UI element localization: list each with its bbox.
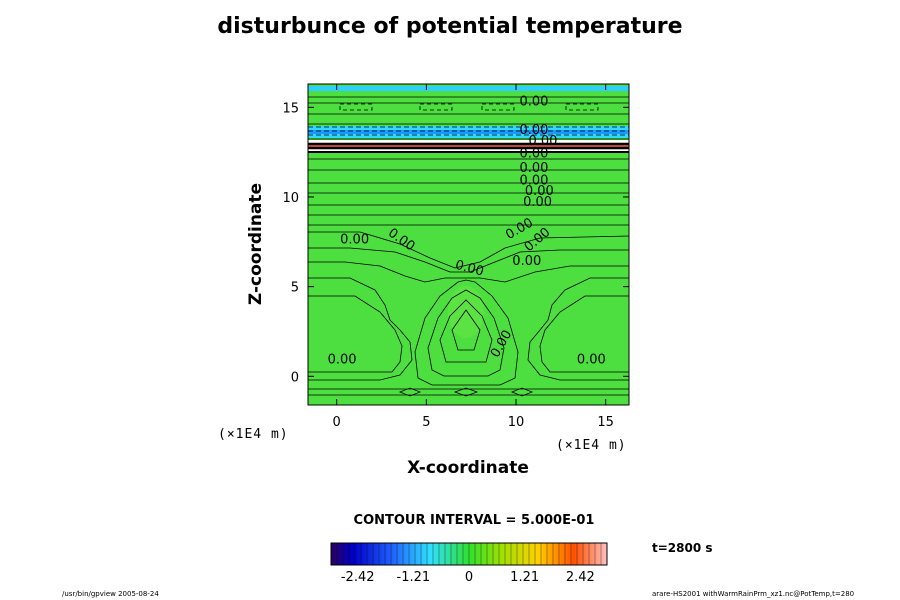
x-axis: 0 5 10 15: [333, 84, 614, 430]
contour-label: 0.00: [519, 94, 548, 109]
colorbar-stripes: [336, 543, 602, 565]
contour-label: 0.00: [519, 173, 548, 188]
contour-lines: [308, 96, 629, 397]
time-label: t=2800 s: [652, 541, 713, 555]
colorbar-tick-label: 0: [465, 570, 473, 585]
contour-label: 0.00: [525, 184, 554, 199]
contour-label: 0.00: [340, 233, 369, 248]
cold-band-core: [308, 130, 629, 134]
x-tick-label: 5: [422, 415, 430, 430]
y-tick-label: 0: [291, 370, 299, 385]
plot-frame: [307, 83, 630, 406]
contour-label: 0.00: [328, 353, 357, 368]
x-tick-label: 10: [508, 415, 525, 430]
upper-cold-band: [308, 86, 629, 91]
contour-label: 0.00: [519, 146, 548, 161]
x-unit-left: (×1E4 m): [218, 427, 289, 442]
x-tick-label: 0: [333, 415, 341, 430]
x-tick-label: 15: [597, 415, 614, 430]
x-axis-label: X-coordinate: [407, 458, 529, 478]
warm-bubble: [448, 286, 484, 338]
contour-label: 0.00: [453, 258, 485, 280]
colorbar-tick-label: -2.42: [341, 570, 375, 585]
y-axis: 0 5 10 15: [282, 101, 629, 385]
contour-label: 0.00: [523, 195, 552, 210]
contour-label: 0.00: [519, 123, 548, 138]
contour-interval-text: CONTOUR INTERVAL = 5.000E-01: [353, 513, 595, 528]
y-tick-label: 10: [282, 191, 299, 206]
colorbar-ticks: -2.42 -1.21 0 1.21 2.42: [341, 570, 595, 585]
contour-label: 0.00: [577, 353, 606, 368]
colorbar-tick-label: 2.42: [566, 570, 595, 585]
contour-label: 0.00: [512, 254, 541, 269]
y-tick-label: 5: [291, 281, 299, 296]
contour-label: 0.00: [519, 161, 548, 176]
colorbar-tick-label: -1.21: [397, 570, 431, 585]
x-unit-right: (×1E4 m): [556, 438, 627, 453]
y-tick-label: 15: [282, 101, 299, 116]
plot-area: [307, 83, 630, 406]
contour-label: 0.00: [528, 134, 557, 149]
footer-left: /usr/bin/gpview 2005-08-24: [62, 590, 159, 598]
footer-right: arare-HS2001 withWarmRainPrm_xz1.nc@PotT…: [652, 590, 855, 598]
y-axis-label: Z-coordinate: [246, 182, 266, 306]
chart-title: disturbunce of potential temperature: [217, 14, 683, 39]
colorbar-tick-label: 1.21: [510, 570, 539, 585]
colorbar: -2.42 -1.21 0 1.21 2.42: [330, 542, 608, 585]
